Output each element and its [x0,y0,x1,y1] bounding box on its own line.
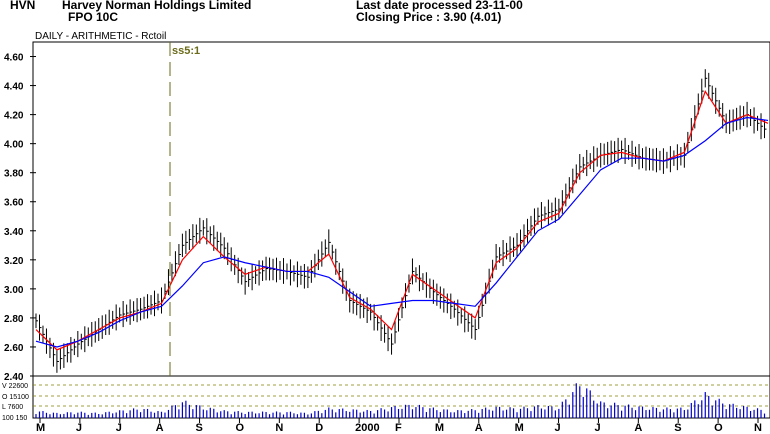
time-tick-label: N [275,422,283,434]
moving-averages [35,90,769,351]
stock-code: HVN [10,0,36,12]
volume-axis-label: V 22600 [2,383,28,390]
time-tick-label: D [315,422,323,434]
time-axis: M J J A S O N D 2000 F M A M J J A S O N [36,418,762,434]
time-tick-label: M [515,422,524,434]
time-tick-label: A [156,422,164,434]
volume-axis-label: 100 150 [2,415,27,422]
price-tick-label: 3.00 [4,285,24,296]
time-tick-label: 2000 [355,422,379,434]
price-tick-label: 2.40 [4,372,24,383]
time-tick-label: J [594,422,600,434]
price-tick-label: 3.40 [4,227,24,238]
volume-axis-label: O 15100 [2,394,29,401]
volume-axis: V 22600 O 15100 L 7600 100 150 [2,383,770,422]
chart-subtitle: DAILY - ARITHMETIC - Rctoil [35,31,166,42]
time-tick-label: S [674,422,681,434]
time-tick-label: F [395,422,402,434]
price-axis: 2.40 2.60 2.80 3.00 3.20 3.40 3.60 3.80 4.00 4.20… [4,53,36,383]
time-tick-label: J [555,422,561,434]
time-tick-label: A [634,422,642,434]
price-tick-label: 4.20 [4,111,24,122]
time-tick-label: S [196,422,203,434]
price-tick-label: 3.60 [4,198,24,209]
time-tick-label: O [235,422,244,434]
company-name: Harvey Norman Holdings Limited [62,0,252,12]
price-panel-frame [32,41,770,377]
price-bars [35,69,767,373]
closing-price: Closing Price : 3.90 (4.01) [356,10,502,24]
split-annotation: ss5:1 [172,45,200,57]
price-tick-label: 2.80 [4,314,24,325]
time-tick-label: M [36,422,45,434]
volume-axis-label: L 7600 [2,404,23,411]
last-date-processed: Last date processed 23-11-00 [356,0,523,12]
time-tick-label: J [116,422,122,434]
price-tick-label: 2.60 [4,343,24,354]
time-tick-label: N [754,422,762,434]
long-average-line [35,116,769,348]
time-tick-label: A [475,422,483,434]
price-tick-label: 3.80 [4,169,24,180]
time-tick-label: J [76,422,82,434]
volume-bars [35,383,766,418]
price-tick-label: 4.00 [4,140,24,151]
price-tick-label: 3.20 [4,256,24,267]
time-tick-label: O [714,422,723,434]
security-type: FPO 10C [68,10,119,24]
price-tick-label: 4.60 [4,53,24,64]
price-tick-label: 4.40 [4,82,24,93]
time-tick-label: M [435,422,444,434]
